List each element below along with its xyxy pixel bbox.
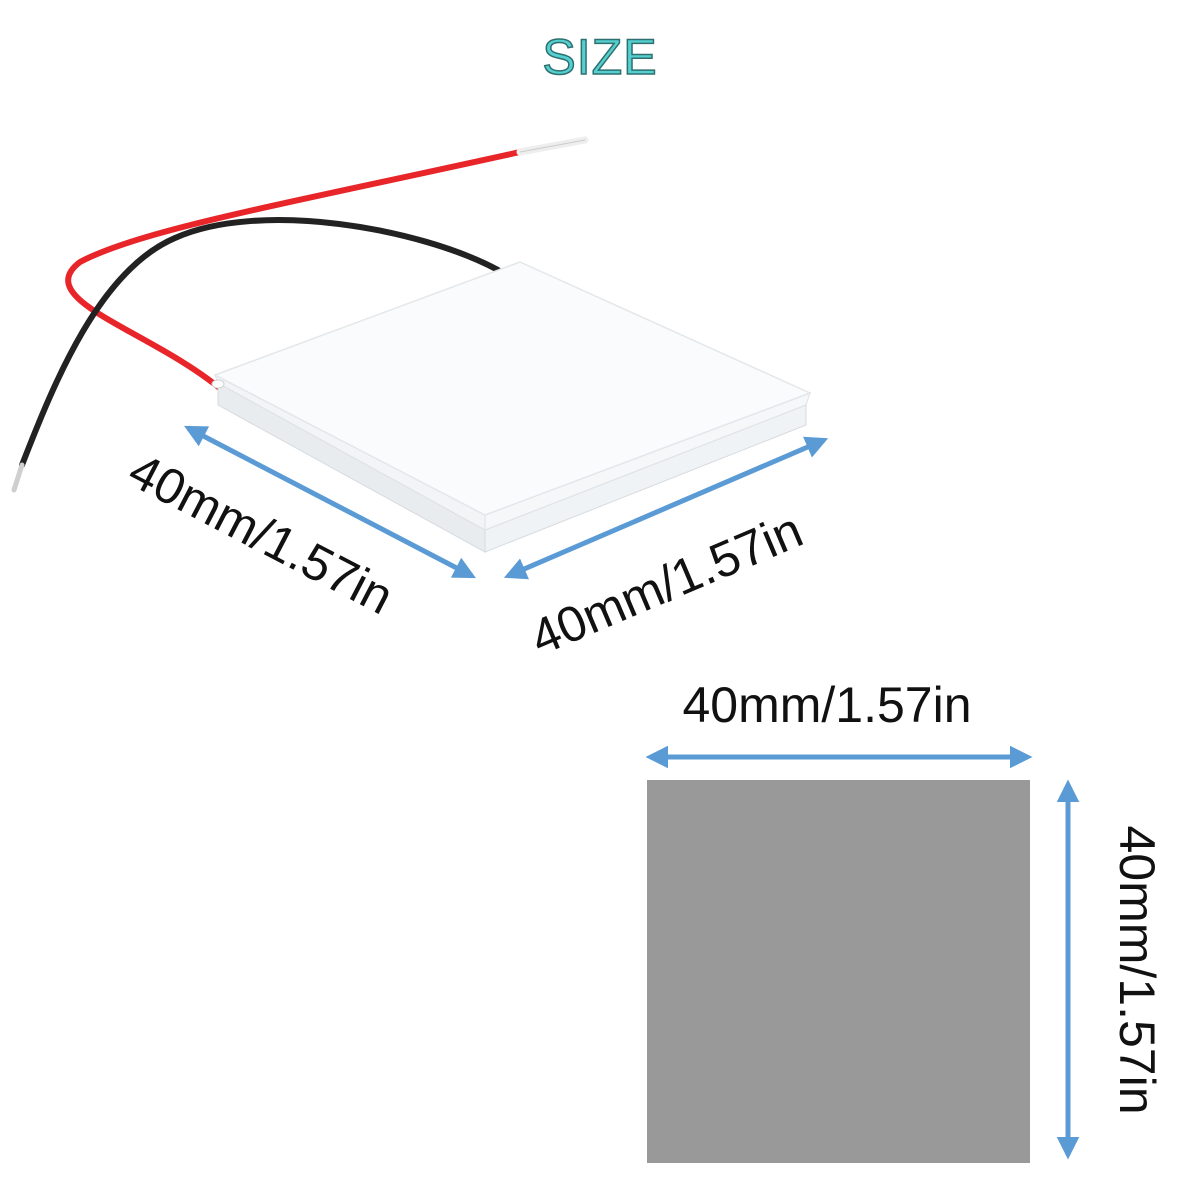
dimension-label-right: 40mm/1.57in bbox=[522, 502, 810, 666]
plate-top-face bbox=[215, 262, 810, 515]
black-wire-stripped-end bbox=[14, 465, 22, 490]
dimension-label-top: 40mm/1.57in bbox=[682, 677, 971, 733]
peltier-module-3d bbox=[212, 262, 810, 552]
dimension-label-vertical: 40mm/1.57in bbox=[1109, 825, 1165, 1114]
flat-plate-top-view bbox=[647, 780, 1030, 1163]
